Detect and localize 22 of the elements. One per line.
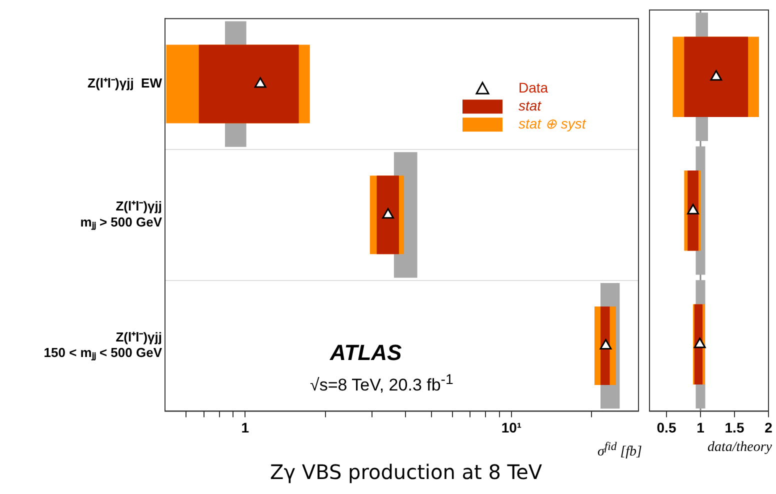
x-tick-label: 1 xyxy=(696,419,705,436)
x-tick-label: 0.5 xyxy=(656,419,676,436)
x-tick-label: 1 xyxy=(241,419,250,436)
bar xyxy=(688,170,698,251)
y-tick-label: Z(l⁺l⁻)γjj EW xyxy=(88,76,163,91)
x-tick-label: 1.5 xyxy=(724,419,744,436)
y-tick-label: Z(l⁺l⁻)γjj 150 < mⱼⱼ < 500 GeV xyxy=(44,330,162,362)
bar xyxy=(198,44,299,124)
legend-label: stat xyxy=(518,97,542,114)
bar xyxy=(376,176,399,254)
annotation: √s=8 TeV, 20.3 fb$^{-1}$ xyxy=(310,372,454,396)
bar xyxy=(684,36,748,117)
legend-label: Data xyxy=(518,79,548,96)
legend-label: stat ⊕ syst xyxy=(518,115,587,132)
x-tick-label: 2 xyxy=(764,419,773,436)
annotation: ATLAS xyxy=(330,340,402,366)
x-tick-label: 10¹ xyxy=(501,419,522,436)
text: Zγ VBS production at 8 TeV xyxy=(270,460,542,484)
bar xyxy=(600,306,610,386)
x-axis-title: data/theory xyxy=(707,440,772,456)
x-axis-title: σ$^{fid}$ [fb] xyxy=(597,440,642,461)
y-tick-label: Z(l⁺l⁻)γjj mⱼⱼ > 500 GeV xyxy=(80,198,162,230)
